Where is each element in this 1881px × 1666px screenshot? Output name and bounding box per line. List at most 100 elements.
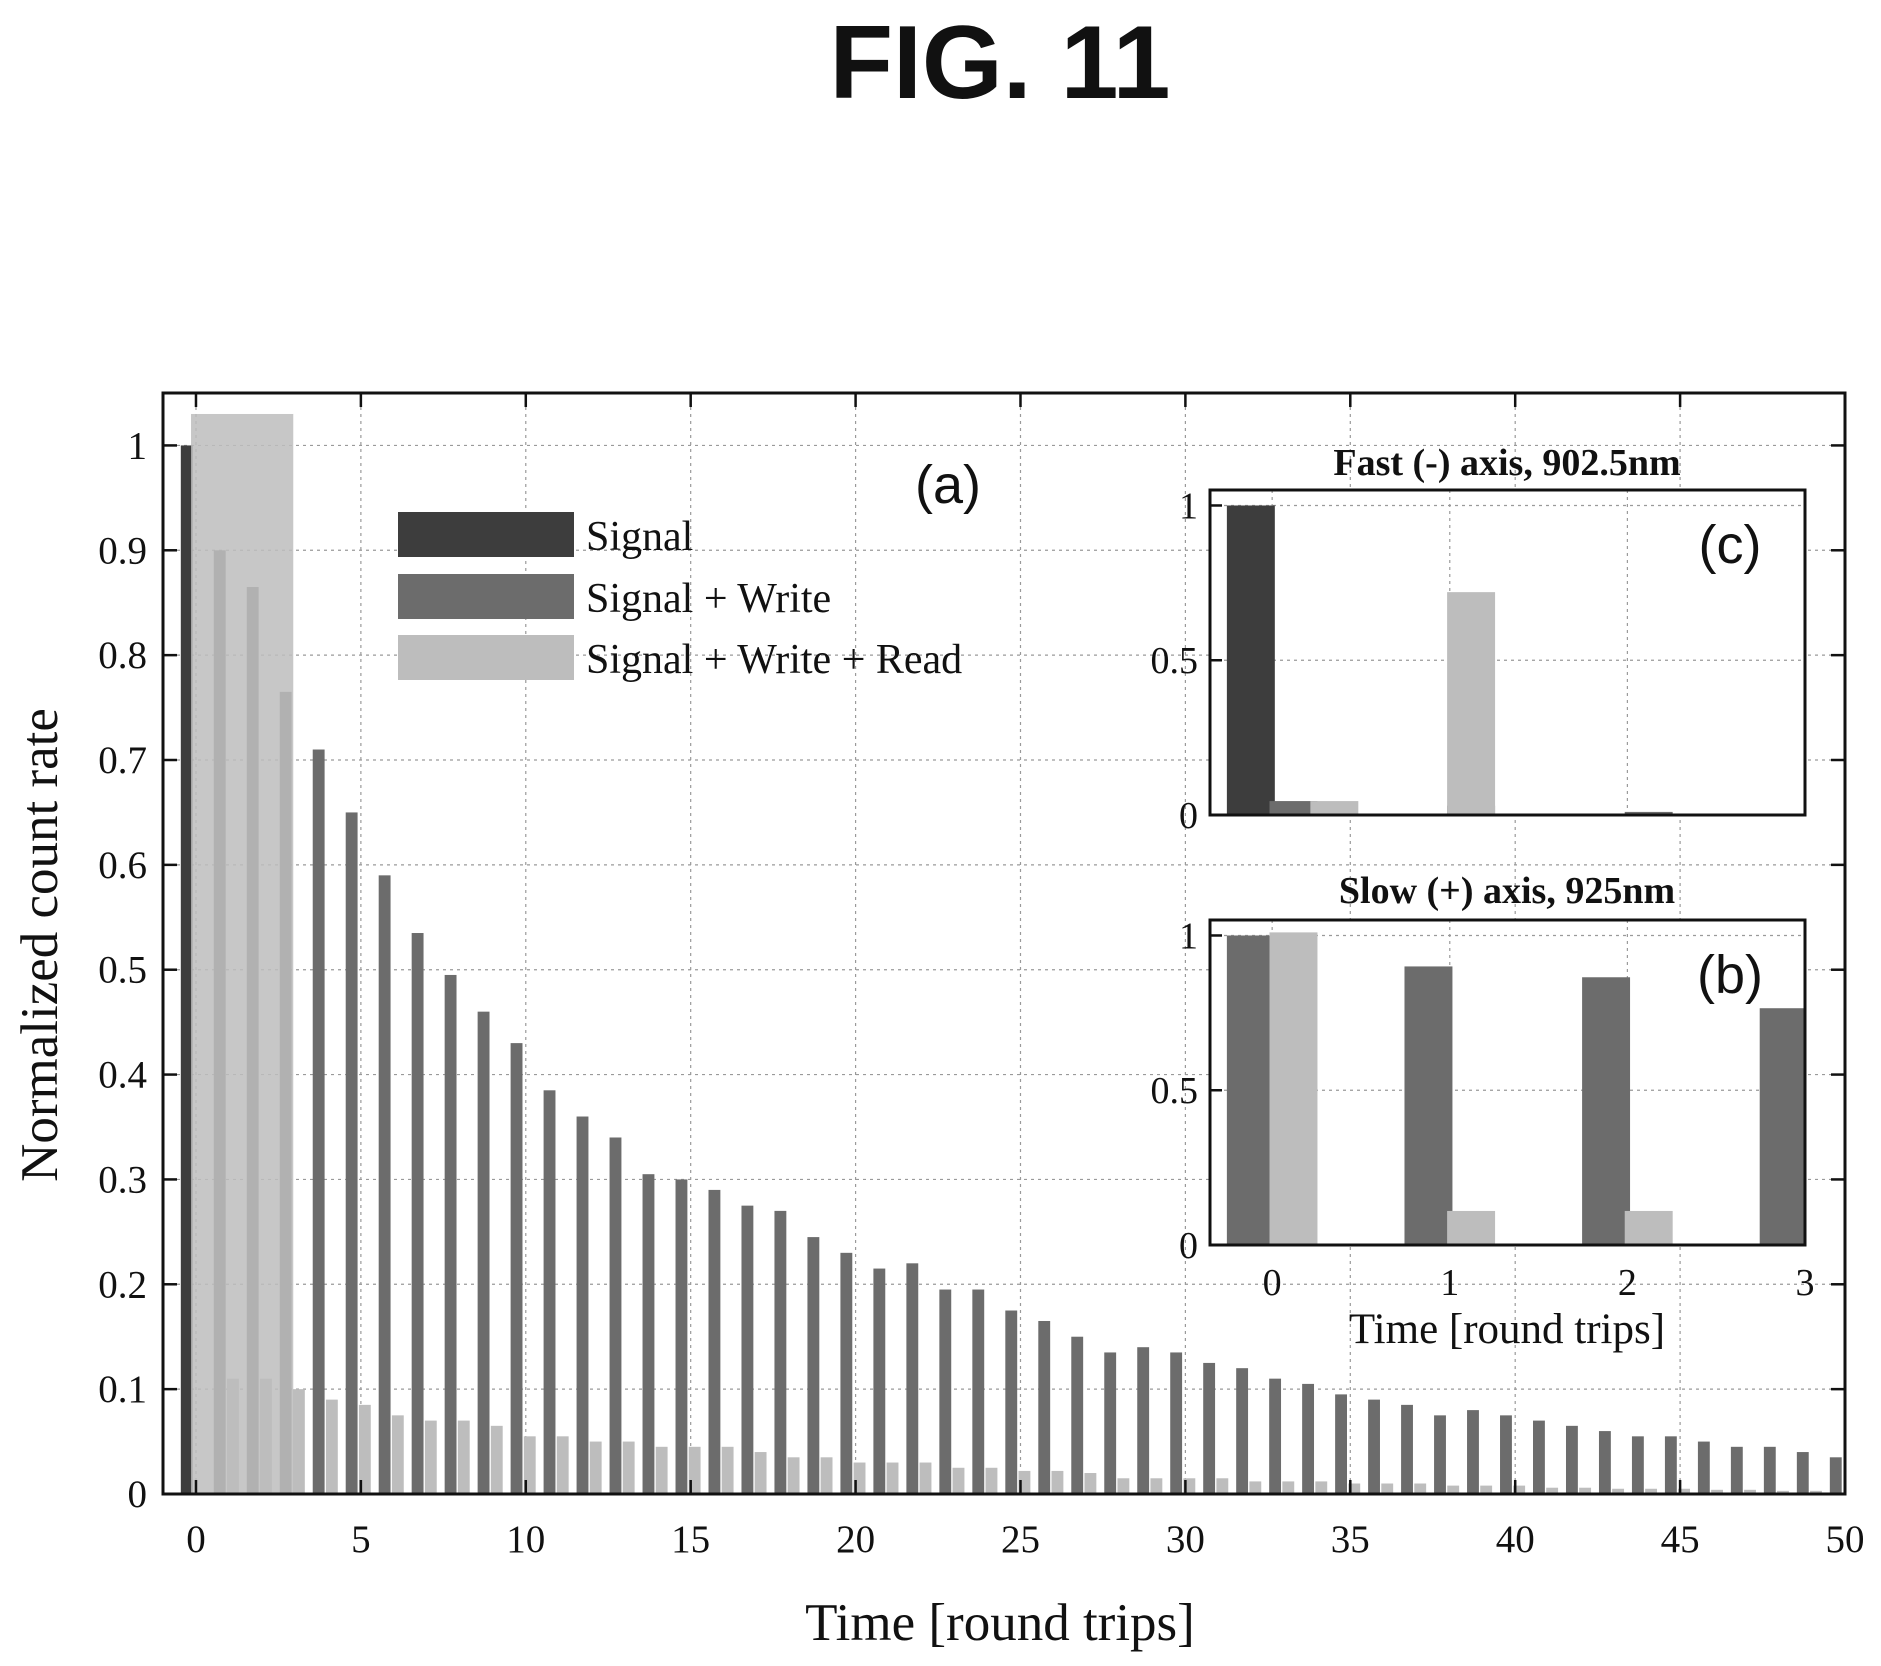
legend-label-signal: Signal bbox=[586, 514, 693, 560]
bar-signal-write-read bbox=[391, 1415, 404, 1494]
y-tick-label: 0.4 bbox=[98, 1054, 147, 1097]
bar-signal-write bbox=[378, 875, 391, 1494]
inset-bar-signal-write bbox=[1404, 966, 1453, 1245]
figure-title: FIG. 11 bbox=[829, 5, 1170, 121]
bar-signal-write-read bbox=[1645, 1488, 1658, 1494]
main-bars bbox=[180, 413, 1842, 1494]
inset-y-tick-label: 0.5 bbox=[1151, 640, 1199, 682]
bar-signal-write-read bbox=[1513, 1485, 1526, 1494]
panel-label-b: (b) bbox=[1697, 945, 1763, 1005]
main-y-axis-label: Normalized count rate bbox=[11, 708, 69, 1182]
bar-signal-write bbox=[1236, 1368, 1249, 1494]
bar-signal-write bbox=[1697, 1441, 1710, 1494]
bar-signal-write bbox=[411, 933, 424, 1494]
inset-c-bars bbox=[1210, 504, 1673, 817]
bar-signal-write bbox=[1269, 1378, 1282, 1494]
y-tick-label: 0.3 bbox=[98, 1158, 147, 1201]
x-tick-label: 25 bbox=[1001, 1518, 1040, 1561]
bar-signal-write-read bbox=[1711, 1489, 1723, 1494]
inset-y-tick-label: 0 bbox=[1179, 1225, 1198, 1267]
bar-signal-write bbox=[1796, 1452, 1809, 1494]
x-tick-label: 50 bbox=[1826, 1518, 1865, 1561]
bar-signal-write bbox=[1533, 1420, 1545, 1494]
bar-signal-write-read bbox=[1315, 1481, 1328, 1494]
bar-signal-write-read bbox=[1150, 1478, 1163, 1494]
bar-signal-write bbox=[1565, 1425, 1578, 1494]
y-tick-label: 0.1 bbox=[98, 1368, 147, 1411]
chart-panel-a: 0 5 10 15 20 25 30 35 40 45 50 00.10.20.30.40.50.6… bbox=[11, 391, 1865, 1652]
bar-signal-write bbox=[1038, 1320, 1051, 1494]
bar-signal-write-read bbox=[1480, 1485, 1493, 1494]
bar-signal bbox=[180, 445, 193, 1494]
bar-signal-write bbox=[873, 1268, 886, 1494]
x-tick-label: 40 bbox=[1496, 1518, 1535, 1561]
inset-bar-signal-write bbox=[1269, 801, 1318, 815]
bar-signal-write bbox=[840, 1252, 853, 1494]
inset-bar-signal bbox=[1226, 505, 1275, 815]
bar-signal-write-read bbox=[1678, 1488, 1690, 1494]
bar-signal-write bbox=[576, 1116, 589, 1494]
bar-signal-write bbox=[1335, 1394, 1347, 1494]
y-tick-label: 0.9 bbox=[98, 529, 147, 572]
bar-signal-write-read bbox=[1546, 1487, 1559, 1494]
bar-signal-write bbox=[1598, 1431, 1611, 1494]
bar-signal-write-read bbox=[589, 1441, 602, 1494]
bar-signal-write-read bbox=[325, 1399, 338, 1494]
main-plot-frame bbox=[161, 391, 1847, 1496]
bar-signal-write-read bbox=[1414, 1483, 1427, 1494]
bar-signal-write-read bbox=[622, 1441, 635, 1494]
bar-signal-write-read bbox=[952, 1467, 965, 1494]
bar-signal-write bbox=[510, 1043, 523, 1494]
bar-signal-write-read bbox=[556, 1436, 569, 1494]
x-tick-label: 20 bbox=[836, 1518, 875, 1561]
bar-signal-write-read bbox=[721, 1446, 734, 1494]
inset-c-frame bbox=[1208, 488, 1807, 817]
inset-x-tick-label: 3 bbox=[1796, 1262, 1815, 1304]
bar-signal-write bbox=[345, 812, 358, 1494]
y-tick-label: 1 bbox=[128, 424, 148, 467]
x-tick-label: 45 bbox=[1661, 1518, 1700, 1561]
bar-signal-write-read bbox=[1348, 1483, 1361, 1494]
bar-signal-write bbox=[642, 1174, 655, 1494]
inset-b-bars bbox=[1210, 932, 1805, 1247]
bar-signal-write-read bbox=[688, 1446, 701, 1494]
bar-signal-write bbox=[1434, 1415, 1446, 1494]
inset-bar-signal-write-read bbox=[1624, 1210, 1673, 1245]
bar-signal-write bbox=[1368, 1399, 1380, 1494]
x-tick-label: 0 bbox=[186, 1518, 206, 1561]
y-tick-label: 0.2 bbox=[98, 1263, 147, 1306]
y-tick-label: 0.5 bbox=[98, 949, 147, 992]
bar-signal-write bbox=[708, 1189, 721, 1494]
inset-bar-signal-write-read bbox=[1269, 932, 1318, 1245]
bar-signal-write-read bbox=[523, 1436, 536, 1494]
bar-signal-write bbox=[312, 749, 325, 1494]
inset-c-background bbox=[1210, 490, 1805, 815]
bar-signal-write bbox=[1467, 1410, 1479, 1494]
bar-signal-write-read bbox=[1018, 1470, 1031, 1494]
bar-signal-write bbox=[1631, 1436, 1644, 1494]
inset-y-tick-label: 1 bbox=[1179, 485, 1198, 527]
bar-signal-write-read bbox=[754, 1452, 767, 1494]
bar-signal-write bbox=[675, 1179, 688, 1494]
inset-y-tick-label: 0 bbox=[1179, 795, 1198, 837]
bar-signal-write-read bbox=[1777, 1490, 1789, 1494]
panel-label-c: (c) bbox=[1699, 515, 1762, 575]
inset-bar-signal-write bbox=[1624, 811, 1673, 815]
bar-signal-write-read bbox=[1117, 1478, 1130, 1494]
bar-signal-write-read bbox=[1810, 1490, 1822, 1494]
bar-signal-write bbox=[1071, 1336, 1084, 1494]
bar-signal-write-read bbox=[1084, 1473, 1097, 1494]
bar-signal-write bbox=[1500, 1415, 1512, 1494]
main-y-tick-labels: 0 0.1 0.2 0.3 0.4 0.5 0.6 0.7 0.8 0.9 1 bbox=[98, 424, 147, 1516]
inset-bar-signal-write-read bbox=[1310, 801, 1359, 815]
y-tick-label: 0.8 bbox=[98, 634, 147, 677]
inset-x-tick-label: 2 bbox=[1618, 1262, 1637, 1304]
bar-signal-write bbox=[1730, 1446, 1743, 1494]
bar-signal-write-read bbox=[985, 1467, 998, 1494]
bar-signal-write bbox=[1664, 1436, 1677, 1494]
bar-signal-write-read bbox=[919, 1462, 932, 1494]
legend-swatch-signal-write bbox=[398, 574, 574, 619]
bar-signal-write-read bbox=[1381, 1483, 1394, 1494]
bar-signal-write bbox=[906, 1263, 919, 1494]
